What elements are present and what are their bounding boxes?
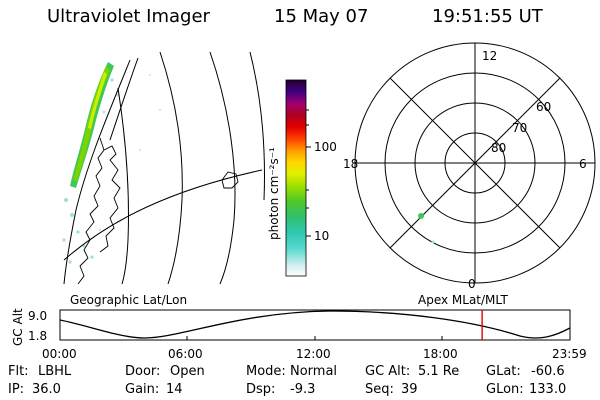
orbit-x-tick: 23:59: [552, 347, 587, 361]
glon-key: GLon:: [486, 382, 524, 397]
mlt-label-6: 6: [579, 157, 587, 171]
ip-key: IP:: [8, 382, 25, 397]
orbit-x-tick: 12:00: [296, 347, 331, 361]
mlt-label-12: 12: [482, 49, 497, 63]
ip-value: 36.0: [32, 382, 61, 397]
geographic-panel: [62, 51, 265, 284]
gain-value: 14: [166, 382, 183, 397]
orbit-x-tick: 06:00: [168, 347, 203, 361]
dsp-key: Dsp:: [246, 382, 276, 397]
orbit-plot-frame: [59, 309, 571, 341]
apex-label: Apex MLat/MLT: [418, 293, 508, 307]
colorbar-unit-label: photon cm⁻²s⁻¹: [267, 147, 281, 240]
geographic-label: Geographic Lat/Lon: [70, 293, 187, 307]
geo-grid-lines: [63, 51, 265, 284]
mlt-label-0: 0: [468, 277, 476, 291]
door-key: Door:: [125, 364, 161, 379]
door-value: Open: [170, 364, 205, 379]
colorbar-tick-10: 10: [314, 229, 329, 243]
dsp-value: -9.3: [290, 382, 316, 397]
lat-label-80: 80: [491, 141, 506, 155]
glat-value: -60.6: [531, 364, 565, 379]
seq-key: Seq:: [365, 382, 394, 397]
colorbar-tick-100: 100: [314, 140, 337, 154]
seq-value: 39: [401, 382, 418, 397]
orbit-x-tick: 18:00: [423, 347, 458, 361]
instrument-title: Ultraviolet Imager: [47, 6, 210, 27]
orbit-ylabel: GC Alt: [11, 308, 25, 346]
mode-value: Normal: [290, 364, 338, 379]
orbit-y-top: 9.0: [28, 309, 47, 323]
filter-key: Flt:: [8, 364, 29, 379]
orbit-x-tick: 00:00: [42, 347, 77, 361]
lat-label-70: 70: [512, 121, 527, 135]
mode-key: Mode:: [246, 364, 286, 379]
glon-value: 133.0: [529, 382, 567, 397]
orbit-y-bottom: 1.8: [28, 329, 47, 343]
mlt-label-18: 18: [343, 157, 358, 171]
colorbar-ticks: [306, 109, 311, 237]
polar-plot: [354, 42, 596, 284]
orbit-altitude-curve: [60, 310, 570, 339]
gc-alt-value: 5.1 Re: [418, 364, 460, 379]
aurora-emission: [62, 62, 162, 264]
polar-emission: [418, 213, 435, 244]
coastline: [77, 137, 239, 284]
glat-key: GLat:: [486, 364, 521, 379]
orbit-ticks: [186, 336, 443, 340]
filter-value: LBHL: [38, 364, 72, 379]
gc-alt-key: GC Alt:: [365, 364, 411, 379]
lat-label-60: 60: [536, 100, 551, 114]
gain-key: Gain:: [125, 382, 160, 397]
date-label: 15 May 07: [274, 6, 369, 27]
colorbar: [285, 79, 307, 277]
time-label: 19:51:55 UT: [432, 6, 543, 27]
